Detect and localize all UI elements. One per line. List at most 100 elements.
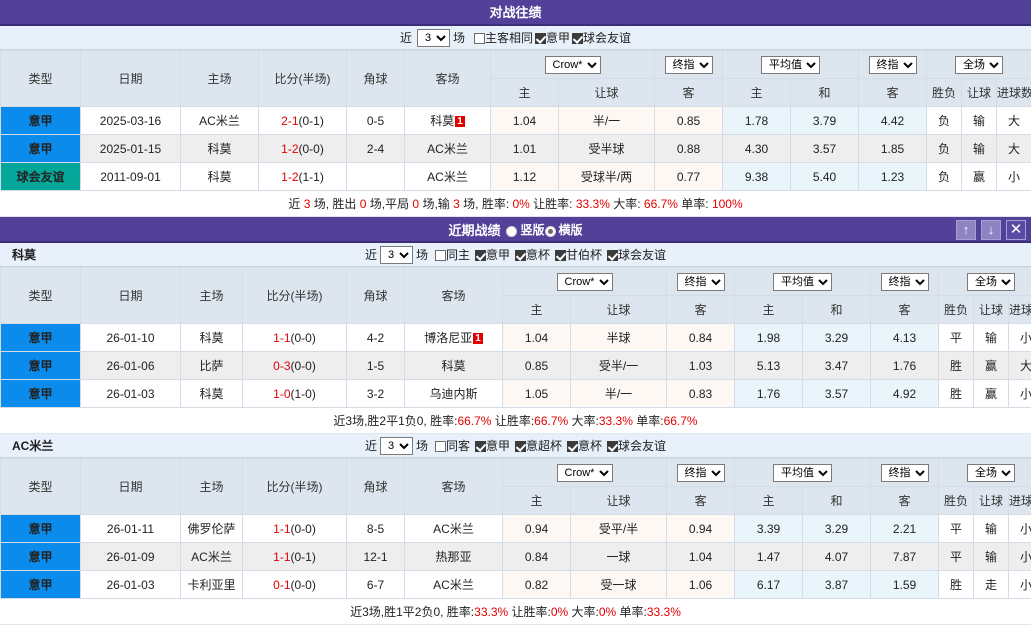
cell-home-team[interactable]: AC米兰 [181,107,259,135]
team0-company-select[interactable]: Crow* [557,273,613,291]
h2h-th-corner: 角球 [347,51,405,107]
cell-away-team[interactable]: AC米兰 [405,515,503,543]
cell-handicap-home-odds: 0.82 [503,571,571,599]
team0-odds-type-select[interactable]: 终指 [677,273,725,291]
cell-handicap-home-odds: 1.04 [503,324,571,352]
close-icon[interactable]: ✕ [1006,220,1026,240]
cell-home-team[interactable]: 科莫 [181,135,259,163]
view-option-radio-1[interactable] [545,226,556,237]
cell-home-team[interactable]: 科莫 [181,324,243,352]
team1-scope-cell: 全场 [939,459,1031,487]
cell-euro-away: 1.76 [871,352,939,380]
team1-th-handicap: 让球 [571,487,667,515]
h2h-odds-type-select[interactable]: 终指 [665,56,713,74]
summary-part-3: 0% [551,605,568,619]
table-row[interactable]: 意甲 26-01-03 科莫 1-0(1-0) 3-2 乌迪内斯 1.05 半/… [1,380,1031,408]
h2h-checkbox-0[interactable]: 主客相同 [474,31,533,45]
cell-home-team[interactable]: 科莫 [181,163,259,191]
team1-checkbox-box-2[interactable] [515,441,526,452]
cell-type: 意甲 [1,352,81,380]
cell-away-team[interactable]: AC米兰 [405,163,491,191]
h2h-checkbox-box-1[interactable] [535,33,546,44]
table-row[interactable]: 意甲 26-01-11 佛罗伦萨 1-1(0-0) 8-5 AC米兰 0.94 … [1,515,1031,543]
cell-home-team[interactable]: 卡利亚里 [181,571,243,599]
h2h-checkbox-box-2[interactable] [572,33,583,44]
cell-home-team[interactable]: 比萨 [181,352,243,380]
h2h-checkbox-1[interactable]: 意甲 [535,31,570,45]
team0-checkbox-box-1[interactable] [475,250,486,261]
team1-checkbox-0[interactable]: 同客 [435,437,470,454]
team1-th-edraw: 和 [803,487,871,515]
team0-checkbox-box-0[interactable] [435,250,446,261]
team1-checkbox-4[interactable]: 球会友谊 [607,437,666,454]
table-row[interactable]: 球会友谊 2011-09-01 科莫 1-2(1-1) AC米兰 1.12 受球… [1,163,1031,191]
h2h-euro-type-select[interactable]: 终指 [869,56,917,74]
cell-away-team[interactable]: 乌迪内斯 [405,380,503,408]
h2h-scope-select[interactable]: 全场 [955,56,1003,74]
cell-handicap-home-odds: 0.84 [503,543,571,571]
down-icon[interactable]: ↓ [981,220,1001,240]
cell-away-team[interactable]: 热那亚 [405,543,503,571]
table-row[interactable]: 意甲 26-01-09 AC米兰 1-1(0-1) 12-1 热那亚 0.84 … [1,543,1031,571]
team1-count-select[interactable]: 3 [380,437,413,455]
h2h-selector-row: 类型 日期 主场 比分(半场) 角球 客场 Crow* 终指 平均值 终指 [1,51,1031,79]
team1-checkbox-box-3[interactable] [567,441,578,452]
view-option-0[interactable]: 竖版 [506,217,544,243]
team0-scope-select[interactable]: 全场 [967,273,1015,291]
cell-euro-draw: 3.47 [803,352,871,380]
team0-checkbox-box-4[interactable] [607,250,618,261]
team0-checkbox-2[interactable]: 意杯 [515,246,550,263]
team0-checkbox-3[interactable]: 甘伯杯 [555,246,602,263]
recent-form-title-bar: 近期战绩 竖版横版 ↑↓✕ [0,217,1031,243]
team1-euro-mode-select[interactable]: 平均值 [773,464,832,482]
team0-checkbox-0[interactable]: 同主 [435,246,470,263]
table-row[interactable]: 意甲 2025-01-15 科莫 1-2(0-0) 2-4 AC米兰 1.01 … [1,135,1031,163]
recent-form-title: 近期战绩 [448,218,500,244]
summary-part-2: 让胜率: [491,414,534,428]
team1-checkbox-box-4[interactable] [607,441,618,452]
cell-home-team[interactable]: AC米兰 [181,543,243,571]
h2h-checkbox-box-0[interactable] [474,33,485,44]
cell-result-overunder: 小 [1009,543,1031,571]
team0-euro-mode-select[interactable]: 平均值 [773,273,832,291]
team1-euro-type-select[interactable]: 终指 [881,464,929,482]
team0-checkbox-label-1: 意甲 [486,248,510,262]
cell-away-team[interactable]: 科莫 [405,352,503,380]
team1-checkbox-box-0[interactable] [435,441,446,452]
table-row[interactable]: 意甲 26-01-06 比萨 0-3(0-0) 1-5 科莫 0.85 受半/一… [1,352,1031,380]
cell-home-team[interactable]: 科莫 [181,380,243,408]
h2h-euro-mode-select[interactable]: 平均值 [761,56,820,74]
team0-checkbox-4[interactable]: 球会友谊 [607,246,666,263]
team0-th-handicap: 让球 [571,296,667,324]
team1-checkbox-3[interactable]: 意杯 [567,437,602,454]
cell-away-team[interactable]: AC米兰 [405,571,503,599]
team0-checkbox-1[interactable]: 意甲 [475,246,510,263]
cell-euro-draw: 4.07 [803,543,871,571]
team0-checkbox-box-2[interactable] [515,250,526,261]
h2h-company-select[interactable]: Crow* [545,56,601,74]
table-row[interactable]: 意甲 26-01-03 卡利亚里 0-1(0-0) 6-7 AC米兰 0.82 … [1,571,1031,599]
h2h-checkbox-2[interactable]: 球会友谊 [572,31,631,45]
team1-odds-type-select[interactable]: 终指 [677,464,725,482]
team1-checkbox-1[interactable]: 意甲 [475,437,510,454]
view-option-radio-0[interactable] [506,226,517,237]
team0-checkbox-box-3[interactable] [555,250,566,261]
team0-euro-type-select[interactable]: 终指 [881,273,929,291]
team0-count-select[interactable]: 3 [380,246,413,264]
cell-away-team[interactable]: AC米兰 [405,135,491,163]
team1-company-select[interactable]: Crow* [557,464,613,482]
cell-home-team[interactable]: 佛罗伦萨 [181,515,243,543]
h2h-count-select[interactable]: 3 [417,29,450,47]
team1-checkbox-2[interactable]: 意超杯 [515,437,562,454]
cell-handicap-home-odds: 1.01 [491,135,559,163]
view-option-1[interactable]: 横版 [545,217,583,243]
cell-euro-home: 4.30 [723,135,791,163]
team1-scope-select[interactable]: 全场 [967,464,1015,482]
cell-type: 球会友谊 [1,163,81,191]
up-icon[interactable]: ↑ [956,220,976,240]
team1-checkbox-box-1[interactable] [475,441,486,452]
